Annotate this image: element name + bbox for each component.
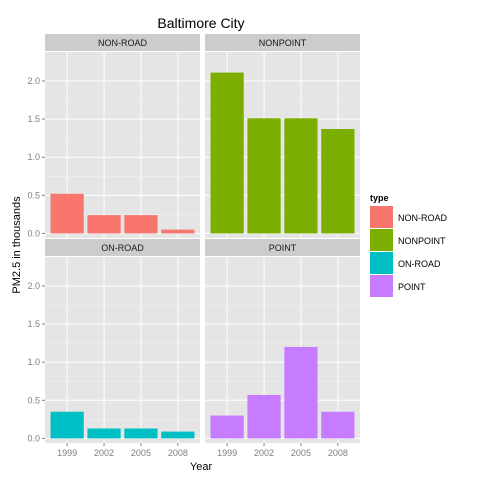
y-axis-title: PM2.5 in thousands bbox=[11, 196, 23, 294]
legend-key-nonpoint bbox=[370, 229, 393, 251]
bar-on-road-2008 bbox=[161, 431, 195, 439]
bar-on-road-1999 bbox=[50, 411, 84, 439]
x-tick-label: 1999 bbox=[217, 448, 237, 458]
legend-title: type bbox=[370, 193, 389, 203]
legend-label-point: POINT bbox=[398, 282, 426, 292]
legend-label-non-road: NON-ROAD bbox=[398, 213, 447, 223]
bar-point-2005 bbox=[284, 346, 318, 439]
bar-non-road-1999 bbox=[50, 193, 84, 234]
facet-strip bbox=[45, 239, 200, 256]
legend-key-point bbox=[370, 275, 393, 297]
bar-nonpoint-2005 bbox=[284, 118, 318, 234]
panel-on-road: ON-ROAD bbox=[45, 239, 200, 443]
y-tick-label: 0.5 bbox=[27, 395, 40, 405]
legend: type NON-ROAD NONPOINT ON-ROAD POINT bbox=[370, 193, 447, 297]
y-tick-label: 1.5 bbox=[27, 114, 40, 124]
facet-strip-label: NONPOINT bbox=[259, 38, 307, 48]
bar-point-2008 bbox=[321, 411, 355, 439]
y-tick-label: 1.0 bbox=[27, 357, 40, 367]
bar-on-road-2005 bbox=[124, 428, 158, 439]
panel-nonpoint: NONPOINT bbox=[205, 34, 360, 238]
x-tick-label: 2008 bbox=[168, 448, 188, 458]
y-tick-label: 1.0 bbox=[27, 152, 40, 162]
y-tick-label: 2.0 bbox=[27, 281, 40, 291]
bar-non-road-2002 bbox=[87, 215, 121, 234]
facet-strip-label: POINT bbox=[269, 243, 297, 253]
bar-nonpoint-2002 bbox=[247, 118, 281, 234]
legend-label-nonpoint: NONPOINT bbox=[398, 236, 446, 246]
x-tick-label: 2005 bbox=[291, 448, 311, 458]
x-tick-label: 2005 bbox=[131, 448, 151, 458]
facet-strip bbox=[205, 239, 360, 256]
y-tick-label: 0.5 bbox=[27, 190, 40, 200]
x-axis-title: Year bbox=[190, 461, 213, 473]
y-tick-label: 0.0 bbox=[27, 228, 40, 238]
bar-nonpoint-2008 bbox=[321, 128, 355, 234]
bar-point-1999 bbox=[210, 415, 244, 439]
bar-non-road-2008 bbox=[161, 229, 195, 234]
legend-label-on-road: ON-ROAD bbox=[398, 259, 441, 269]
bar-non-road-2005 bbox=[124, 215, 158, 234]
y-tick-label: 2.0 bbox=[27, 76, 40, 86]
bar-nonpoint-1999 bbox=[210, 72, 244, 234]
bar-point-2002 bbox=[247, 394, 281, 439]
y-tick-label: 1.5 bbox=[27, 319, 40, 329]
x-tick-label: 2002 bbox=[94, 448, 114, 458]
facet-strip-label: NON-ROAD bbox=[98, 38, 147, 48]
x-tick-label: 1999 bbox=[57, 448, 77, 458]
facet-strip bbox=[45, 34, 200, 51]
bar-on-road-2002 bbox=[87, 428, 121, 439]
x-tick-label: 2008 bbox=[328, 448, 348, 458]
x-tick-label: 2002 bbox=[254, 448, 274, 458]
legend-key-non-road bbox=[370, 206, 393, 228]
panel-point: POINT bbox=[205, 239, 360, 443]
facet-strip bbox=[205, 34, 360, 51]
facet-panels: NON-ROAD 0.0 0.5 1.0 1.5 2.0 NONPOINT ON-ROAD 0.… bbox=[27, 34, 360, 458]
panel-non-road: NON-ROAD bbox=[45, 34, 200, 238]
y-tick-label: 0.0 bbox=[27, 433, 40, 443]
facet-strip-label: ON-ROAD bbox=[101, 243, 144, 253]
chart-title: Baltimore City bbox=[157, 15, 244, 31]
legend-key-on-road bbox=[370, 252, 393, 274]
